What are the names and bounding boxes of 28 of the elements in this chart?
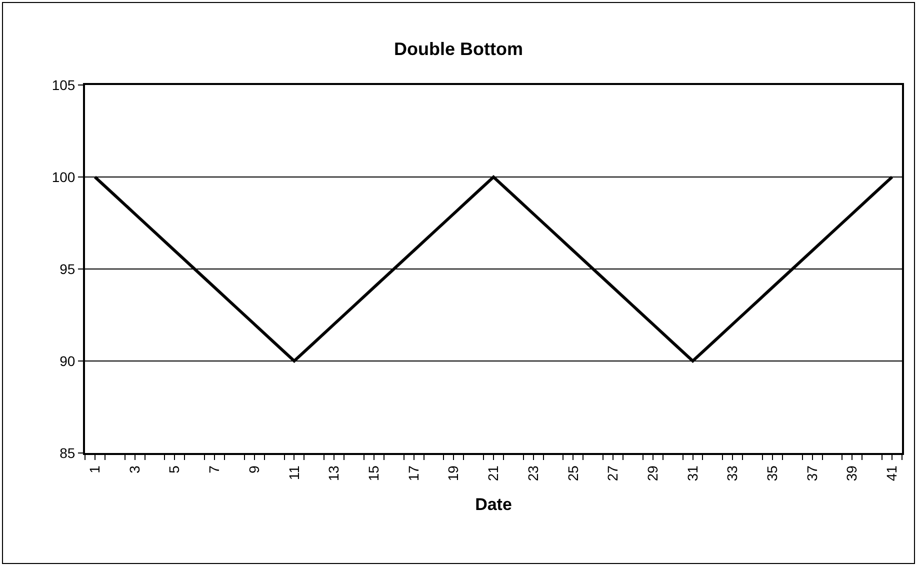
x-tick-label: 9 (246, 465, 262, 474)
x-tick-label: 23 (524, 465, 541, 482)
x-tick-label: 17 (405, 465, 422, 482)
y-tick-label: 95 (60, 260, 76, 277)
x-tick-label: 13 (326, 465, 342, 482)
x-tick-label: 19 (445, 465, 462, 482)
x-tick-label: 35 (764, 465, 780, 482)
x-tick-label: 3 (126, 465, 142, 474)
x-tick-label: 33 (724, 465, 740, 482)
x-tick-label: 21 (485, 465, 502, 482)
x-tick-label: 37 (804, 465, 820, 482)
y-tick-label: 105 (52, 76, 76, 93)
x-tick-label: 5 (166, 465, 182, 474)
chart-title: Double Bottom (394, 38, 523, 59)
x-tick-label: 1 (86, 465, 103, 474)
x-tick-label: 11 (286, 465, 302, 480)
x-axis-title: Date (475, 495, 512, 514)
x-tick-label: 31 (684, 465, 700, 482)
x-tick-label: 27 (604, 465, 621, 482)
x-tick-label: 29 (644, 465, 660, 482)
x-tick-label: 25 (564, 465, 581, 482)
x-tick-label: 15 (365, 465, 382, 482)
x-tick-label: 41 (884, 465, 900, 482)
x-tick-label: 39 (844, 465, 860, 482)
y-tick-label: 90 (60, 352, 76, 369)
x-tick-label: 7 (206, 465, 222, 474)
y-tick-label: 100 (52, 168, 76, 185)
y-tick-label: 85 (60, 444, 76, 461)
